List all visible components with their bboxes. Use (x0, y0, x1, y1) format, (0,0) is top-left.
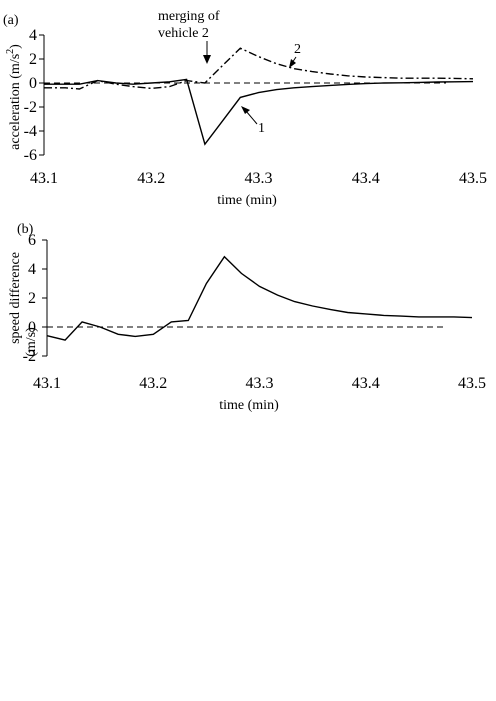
y-axis-label-a-close: ) (8, 44, 23, 49)
merge-arrow-head-icon (203, 55, 211, 64)
y-tick-label-a: -2 (24, 99, 37, 116)
y-tick-label-a: -6 (24, 147, 37, 164)
series-1-label: 1 (258, 121, 265, 136)
y-tick-label-b: 6 (28, 232, 36, 249)
y-axis-label-a: acceleration (m/s2) (5, 44, 23, 150)
y-tick-label-a: 0 (29, 75, 37, 92)
y-axis-label-a-sup: 2 (5, 49, 16, 54)
x-tick-label-b: 43.4 (352, 375, 380, 392)
x-tick-label-a: 43.3 (245, 170, 273, 187)
y-axis-label-b-line2: (m/s) (24, 327, 39, 357)
x-axis-label-b: time (min) (219, 398, 279, 413)
y-tick-label-b: 0 (28, 319, 36, 336)
x-tick-label-b: 43.5 (458, 375, 486, 392)
y-tick-label-a: 4 (29, 27, 37, 44)
series-2-label: 2 (294, 42, 301, 57)
x-tick-label-b: 43.3 (246, 375, 274, 392)
chart-a: (a) merging of vehicle 2 acceleration (m… (3, 9, 487, 208)
x-tick-label-a: 43.5 (459, 170, 487, 187)
merge-annotation-line1: merging of (158, 9, 220, 24)
y-tick-label-a: 2 (29, 51, 37, 68)
series-1-pointer-head-icon (241, 106, 250, 114)
y-tick-label-b: 2 (28, 290, 36, 307)
series-2-line (44, 47, 474, 90)
series-1-pointer-shaft (245, 110, 258, 125)
panel-label-a: (a) (3, 13, 19, 28)
x-tick-label-a: 43.2 (137, 170, 165, 187)
y-tick-label-b: -2 (23, 348, 36, 365)
merge-annotation-line2: vehicle 2 (158, 26, 209, 41)
chart-b: (b) speed difference (m/s) time (min) 6 4… (8, 222, 486, 413)
y-axis-label-b-line1: speed difference (8, 252, 23, 344)
series-1-line (44, 78, 474, 146)
x-tick-label-b: 43.2 (139, 375, 167, 392)
x-tick-label-a: 43.4 (352, 170, 380, 187)
y-tick-label-b: 4 (28, 261, 36, 278)
y-tick-label-a: -4 (24, 123, 37, 140)
x-axis-label-a: time (min) (217, 193, 277, 208)
panel-label-b: (b) (17, 222, 34, 237)
x-tick-label-b: 43.1 (33, 375, 61, 392)
speed-difference-line (46, 255, 473, 341)
series-2-pointer-head-icon (289, 59, 296, 68)
x-tick-label-a: 43.1 (30, 170, 58, 187)
